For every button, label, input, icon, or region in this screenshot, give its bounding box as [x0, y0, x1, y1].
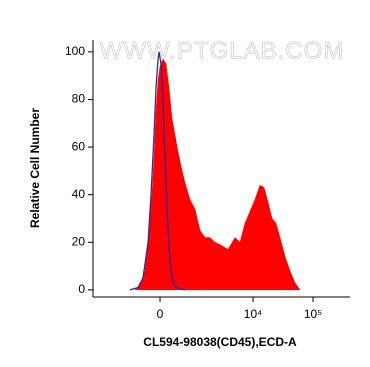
- y-axis-title: Relative Cell Number: [28, 108, 42, 228]
- histogram-line: [129, 51, 186, 291]
- y-tick-label: 20: [72, 234, 86, 248]
- watermark: WWW.PTGLAB.COM: [100, 37, 345, 64]
- x-tick-label: 10⁴: [244, 307, 263, 321]
- y-tick-label: 60: [72, 139, 86, 153]
- y-tick-label: 0: [78, 282, 85, 296]
- x-tick-label: 0: [157, 307, 164, 321]
- x-axis-title: CL594-98038(CD45),ECD-A: [143, 335, 297, 349]
- y-tick-label: 40: [72, 187, 86, 201]
- histogram-area: [134, 58, 301, 291]
- x-tick-label: 10⁵: [304, 307, 322, 321]
- y-tick-label: 100: [65, 44, 85, 58]
- y-tick-label: 80: [72, 92, 86, 106]
